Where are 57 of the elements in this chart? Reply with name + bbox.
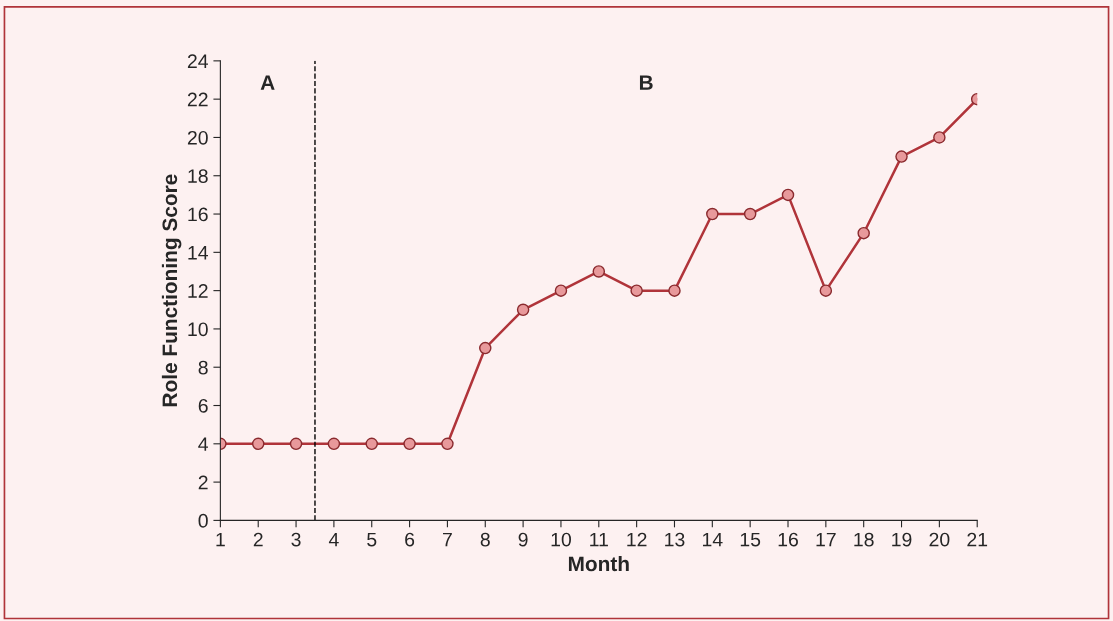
x-tick-label: 14 — [702, 532, 723, 547]
y-tick-label: 18 — [188, 169, 208, 183]
x-tick-label: 2 — [253, 532, 263, 547]
y-tick-label: 20 — [187, 130, 208, 145]
x-axis-title: Month — [568, 555, 629, 572]
x-tick-label: 5 — [367, 532, 377, 547]
point — [743, 207, 757, 221]
x-tick-label: 11 — [590, 532, 608, 547]
x-tick-label: 16 — [778, 532, 798, 547]
annotation: B — [639, 75, 653, 90]
point — [365, 437, 378, 451]
point — [289, 437, 303, 451]
x-tick-label: 3 — [291, 532, 301, 547]
y-tick-label: 0 — [198, 513, 208, 528]
y-tick-label: 24 — [187, 54, 208, 68]
x-tick-label: 18 — [854, 532, 874, 547]
point — [403, 437, 416, 451]
annotation: A — [260, 75, 275, 90]
x-tick-label: 9 — [518, 532, 528, 547]
x-tick-label: 20 — [929, 532, 950, 547]
point — [441, 437, 454, 451]
y-tick-label: 6 — [198, 398, 208, 413]
y-axis-title: Role Functioning Score — [161, 174, 182, 407]
point — [933, 131, 946, 144]
x-tick-label: 6 — [405, 532, 415, 547]
point — [592, 265, 606, 278]
point — [479, 341, 492, 355]
point — [516, 303, 530, 317]
y-tick-label: 22 — [187, 92, 208, 107]
y-tick-label: 8 — [198, 360, 208, 375]
x-tick-label: 1 — [216, 532, 225, 547]
point — [554, 284, 568, 297]
x-tick-label: 21 — [967, 532, 988, 547]
y-tick-label: 16 — [188, 207, 208, 222]
x-tick-label: 4 — [328, 532, 339, 547]
point — [630, 284, 643, 297]
x-tick-label: 7 — [443, 532, 452, 547]
x-tick-label: 10 — [551, 532, 572, 547]
y-tick-label: 14 — [188, 246, 208, 260]
x-tick-label: 13 — [665, 532, 685, 547]
x-tick-label: 19 — [892, 532, 912, 547]
point — [895, 150, 908, 163]
x-tick-label: 8 — [480, 532, 490, 547]
point — [857, 226, 870, 240]
point — [327, 437, 341, 451]
point — [819, 284, 833, 297]
y-tick-label: 12 — [188, 284, 208, 298]
y-tick-label: 2 — [198, 475, 208, 490]
point — [668, 284, 681, 297]
y-tick-label: 10 — [188, 322, 208, 337]
point — [781, 188, 795, 202]
point — [251, 437, 265, 451]
x-tick-label: 12 — [627, 532, 647, 547]
x-tick-label: 15 — [740, 532, 761, 547]
point — [706, 207, 719, 221]
x-tick-label: 17 — [816, 532, 836, 547]
y-tick-label: 4 — [198, 437, 208, 451]
